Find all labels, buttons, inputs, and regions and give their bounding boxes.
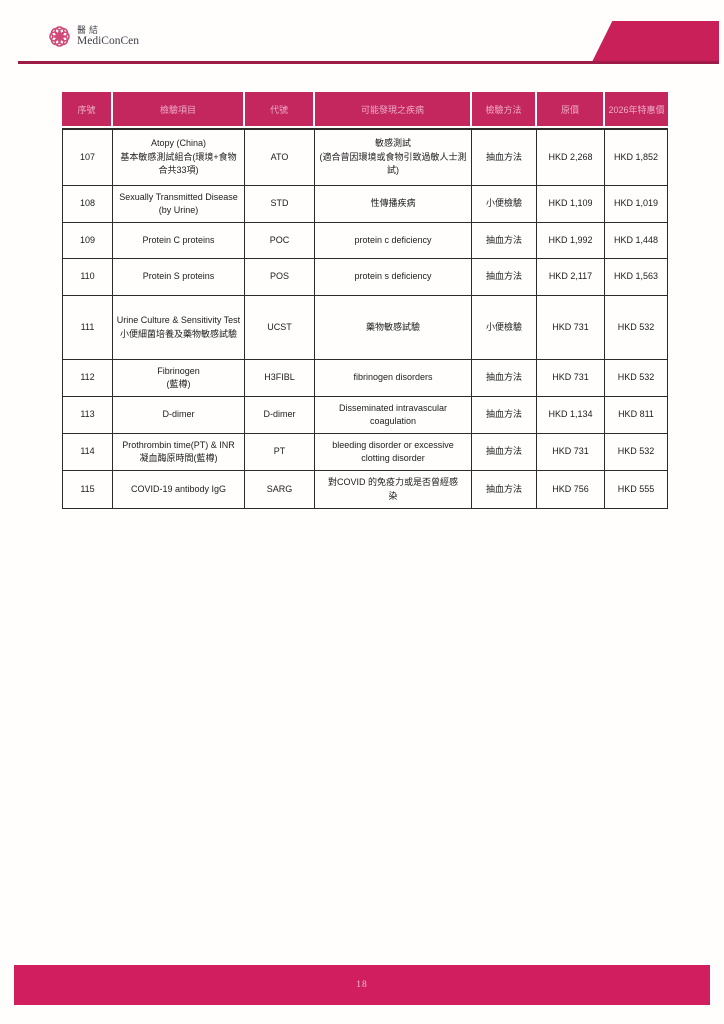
- cell-disease: protein s deficiency: [315, 259, 472, 296]
- cell-disease: 藥物敏感試驗: [315, 296, 472, 360]
- table-row: 111 Urine Culture & Sensitivity Test 小便細菌…: [62, 296, 668, 360]
- table-row: 110 Protein S proteins POS protein s defici…: [62, 259, 668, 296]
- cell-code: POC: [245, 223, 315, 259]
- mediconcen-rosette-icon: [49, 26, 70, 47]
- table-row: 113 D-dimer D-dimer Disseminated intravascu…: [62, 397, 668, 434]
- cell-code: UCST: [245, 296, 315, 360]
- cell-serial-no: 113: [62, 397, 113, 434]
- column-header: 可能發現之疾病: [315, 92, 472, 128]
- column-header: 檢驗方法: [472, 92, 537, 128]
- cell-test-item: Protein C proteins: [113, 223, 245, 259]
- brand-cjk: 醫結: [77, 25, 102, 35]
- cell-original-price: HKD 1,992: [537, 223, 605, 259]
- column-header: 原價: [537, 92, 605, 128]
- cell-original-price: HKD 1,109: [537, 186, 605, 223]
- cell-test-item: Sexually Transmitted Disease (by Urine): [113, 186, 245, 223]
- cell-original-price: HKD 731: [537, 296, 605, 360]
- cell-test-item: Prothrombin time(PT) & INR 凝血酶原時間(藍樽): [113, 434, 245, 471]
- column-header: 序號: [62, 92, 113, 128]
- cell-serial-no: 109: [62, 223, 113, 259]
- cell-special-price: HKD 1,563: [605, 259, 668, 296]
- table-body: 107 Atopy (China) 基本敏感測試組合(環境+食物合共33項) ATO…: [62, 128, 668, 509]
- cell-disease: protein c deficiency: [315, 223, 472, 259]
- cell-disease: 性傳播疾病: [315, 186, 472, 223]
- cell-serial-no: 112: [62, 360, 113, 397]
- cell-special-price: HKD 1,852: [605, 128, 668, 186]
- cell-test-item: Protein S proteins: [113, 259, 245, 296]
- cell-test-item: Urine Culture & Sensitivity Test 小便細菌培養及…: [113, 296, 245, 360]
- page-number: 18: [356, 980, 368, 990]
- cell-special-price: HKD 532: [605, 296, 668, 360]
- table-row: 109 Protein C proteins POC protein c defici…: [62, 223, 668, 259]
- cell-method: 抽血方法: [472, 128, 537, 186]
- cell-serial-no: 107: [62, 128, 113, 186]
- cell-special-price: HKD 1,019: [605, 186, 668, 223]
- header-accent-shape: [592, 21, 719, 62]
- cell-method: 小便檢驗: [472, 296, 537, 360]
- table-header-row: 序號 檢驗項目 代號 可能發現之疾病 檢驗方法 原價 2026年特惠價: [62, 92, 668, 128]
- cell-disease: bleeding disorder or excessive clotting …: [315, 434, 472, 471]
- table-row: 114 Prothrombin time(PT) & INR 凝血酶原時間(藍樽)…: [62, 434, 668, 471]
- cell-serial-no: 115: [62, 471, 113, 509]
- cell-method: 抽血方法: [472, 434, 537, 471]
- cell-special-price: HKD 532: [605, 360, 668, 397]
- cell-serial-no: 108: [62, 186, 113, 223]
- cell-original-price: HKD 2,268: [537, 128, 605, 186]
- cell-code: STD: [245, 186, 315, 223]
- column-header: 代號: [245, 92, 315, 128]
- column-header: 檢驗項目: [113, 92, 245, 128]
- cell-test-item: Fibrinogen (藍樽): [113, 360, 245, 397]
- cell-serial-no: 111: [62, 296, 113, 360]
- cell-disease: 敏感測試 (適合曾因環境或食物引致過敏人士測試): [315, 128, 472, 186]
- cell-test-item: Atopy (China) 基本敏感測試組合(環境+食物合共33項): [113, 128, 245, 186]
- cell-disease: Disseminated intravascular coagulation: [315, 397, 472, 434]
- cell-test-item: D-dimer: [113, 397, 245, 434]
- cell-code: D-dimer: [245, 397, 315, 434]
- cell-method: 抽血方法: [472, 360, 537, 397]
- cell-code: POS: [245, 259, 315, 296]
- logo-text: 醫結 MediConCen: [77, 23, 139, 49]
- brand-name: MediConCen: [77, 35, 139, 48]
- cell-test-item: COVID-19 antibody IgG: [113, 471, 245, 509]
- table-row: 108 Sexually Transmitted Disease (by Urin…: [62, 186, 668, 223]
- cell-method: 抽血方法: [472, 223, 537, 259]
- cell-original-price: HKD 731: [537, 360, 605, 397]
- cell-serial-no: 110: [62, 259, 113, 296]
- cell-code: H3FIBL: [245, 360, 315, 397]
- table-row: 107 Atopy (China) 基本敏感測試組合(環境+食物合共33項) ATO…: [62, 128, 668, 186]
- cell-original-price: HKD 2,117: [537, 259, 605, 296]
- header-rule: [18, 61, 719, 64]
- footer-bar: 18: [14, 965, 710, 1005]
- column-header: 2026年特惠價: [605, 92, 668, 128]
- table-row: 115 COVID-19 antibody IgG SARG 對COVID 的免疫力或…: [62, 471, 668, 509]
- cell-special-price: HKD 811: [605, 397, 668, 434]
- cell-serial-no: 114: [62, 434, 113, 471]
- cell-code: ATO: [245, 128, 315, 186]
- cell-code: PT: [245, 434, 315, 471]
- table-header: 序號 檢驗項目 代號 可能發現之疾病 檢驗方法 原價 2026年特惠價: [62, 92, 668, 128]
- cell-method: 抽血方法: [472, 397, 537, 434]
- cell-method: 小便檢驗: [472, 186, 537, 223]
- cell-original-price: HKD 1,134: [537, 397, 605, 434]
- cell-special-price: HKD 532: [605, 434, 668, 471]
- cell-original-price: HKD 756: [537, 471, 605, 509]
- cell-method: 抽血方法: [472, 259, 537, 296]
- cell-method: 抽血方法: [472, 471, 537, 509]
- cell-code: SARG: [245, 471, 315, 509]
- cell-special-price: HKD 1,448: [605, 223, 668, 259]
- cell-disease: fibrinogen disorders: [315, 360, 472, 397]
- cell-original-price: HKD 731: [537, 434, 605, 471]
- table-row: 112 Fibrinogen (藍樽) H3FIBL fibrinogen disor…: [62, 360, 668, 397]
- test-price-table: 序號 檢驗項目 代號 可能發現之疾病 檢驗方法 原價 2026年特惠價 107 Atopy (…: [62, 92, 668, 509]
- logo: 醫結 MediConCen: [46, 23, 139, 50]
- cell-special-price: HKD 555: [605, 471, 668, 509]
- cell-disease: 對COVID 的免疫力或是否曾經感 染: [315, 471, 472, 509]
